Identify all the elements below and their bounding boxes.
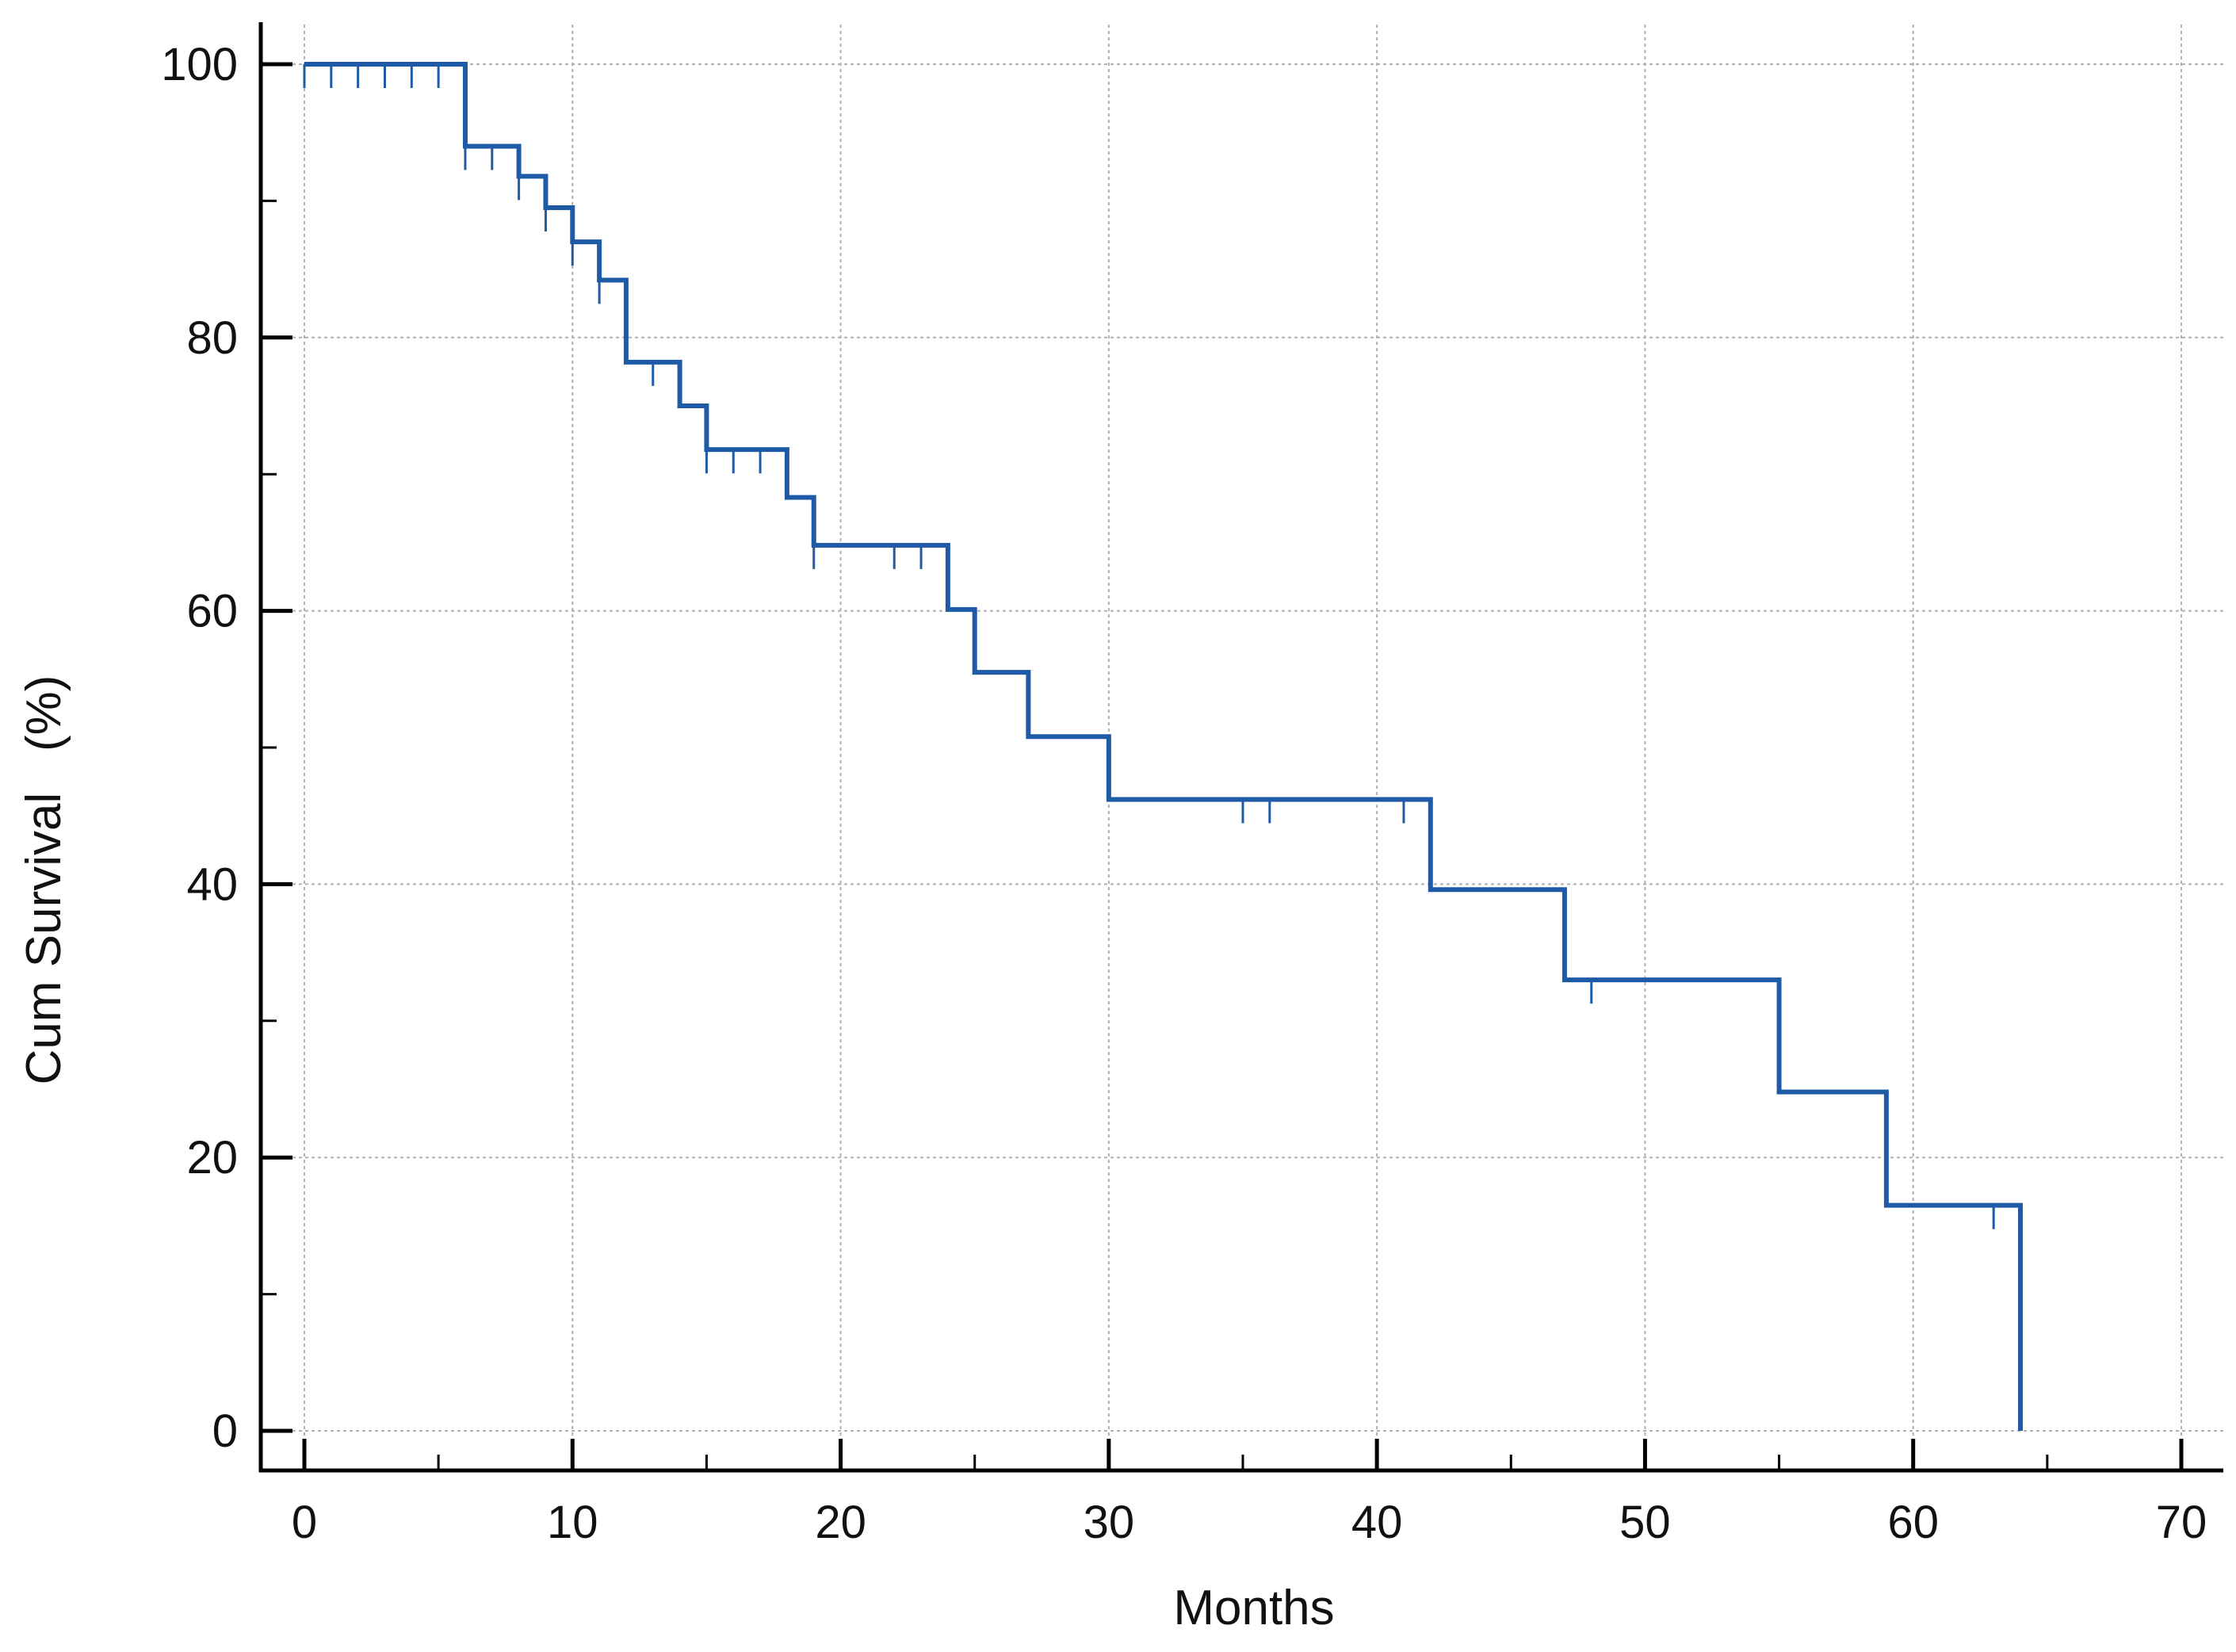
minor-ticks-layer <box>261 199 2049 1470</box>
survival-curve <box>304 62 2024 1431</box>
major-ticks-layer <box>261 62 2184 1470</box>
x-tick-label-5: 50 <box>1619 1497 1671 1548</box>
y-tick-label-5: 100 <box>161 39 238 90</box>
x-tick-label-0: 0 <box>292 1497 317 1548</box>
y-tick-labels: 0 20 40 60 80 100 <box>161 39 238 1457</box>
censor-layer <box>303 64 1995 1229</box>
curve-layer <box>304 62 2024 1431</box>
y-tick-label-0: 0 <box>212 1405 238 1457</box>
x-tick-label-4: 40 <box>1351 1497 1403 1548</box>
x-tick-label-2: 20 <box>815 1497 866 1548</box>
axes-layer <box>258 22 2223 1473</box>
y-tick-label-1: 20 <box>186 1132 238 1184</box>
x-tick-label-3: 30 <box>1084 1497 1135 1548</box>
x-tick-label-6: 60 <box>1887 1497 1939 1548</box>
x-tick-label-1: 10 <box>547 1497 598 1548</box>
x-axis-title: Months <box>1173 1581 1334 1635</box>
grid-layer <box>261 25 2223 1470</box>
y-tick-label-3: 60 <box>186 586 238 637</box>
y-axis-title: Cum Survival (%) <box>17 675 71 1085</box>
y-tick-label-2: 40 <box>186 859 238 910</box>
x-tick-labels: 0 10 20 30 40 50 60 70 <box>292 1497 2207 1548</box>
y-tick-label-4: 80 <box>186 312 238 364</box>
x-tick-label-7: 70 <box>2156 1497 2207 1548</box>
